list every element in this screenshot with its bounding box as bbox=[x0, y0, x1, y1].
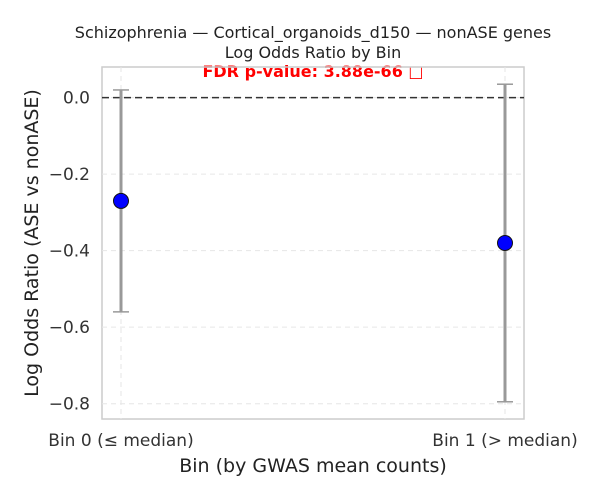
y-axis-label: Log Odds Ratio (ASE vs nonASE) bbox=[21, 89, 43, 397]
y-tick-labels: 0.0 −0.2 −0.4 −0.6 −0.8 bbox=[49, 89, 90, 415]
x-tick-label: Bin 0 (≤ median) bbox=[48, 431, 193, 451]
plot-area bbox=[101, 66, 525, 420]
error-bar-layer bbox=[113, 83, 513, 403]
data-point bbox=[113, 192, 129, 209]
x-tick-labels: Bin 0 (≤ median) Bin 1 (> median) bbox=[48, 431, 577, 451]
y-tick-label: −0.2 bbox=[49, 165, 90, 185]
fdr-annotation: FDR p-value: 3.88e-66 □ bbox=[202, 62, 423, 81]
data-point bbox=[497, 235, 513, 251]
y-tick-label: 0.0 bbox=[63, 89, 90, 109]
y-tick-label: −0.4 bbox=[49, 242, 90, 262]
point-layer bbox=[113, 192, 513, 251]
y-tick-label: −0.6 bbox=[49, 318, 90, 338]
grid bbox=[102, 67, 524, 419]
x-tick-label: Bin 1 (> median) bbox=[432, 431, 577, 451]
y-tick-label: −0.8 bbox=[49, 395, 90, 415]
x-axis-label: Bin (by GWAS mean counts) bbox=[179, 455, 447, 477]
chart-title-line-1: Schizophrenia — Cortical_organoids_d150 … bbox=[75, 23, 551, 43]
chart-title-line-2: Log Odds Ratio by Bin bbox=[225, 43, 401, 62]
